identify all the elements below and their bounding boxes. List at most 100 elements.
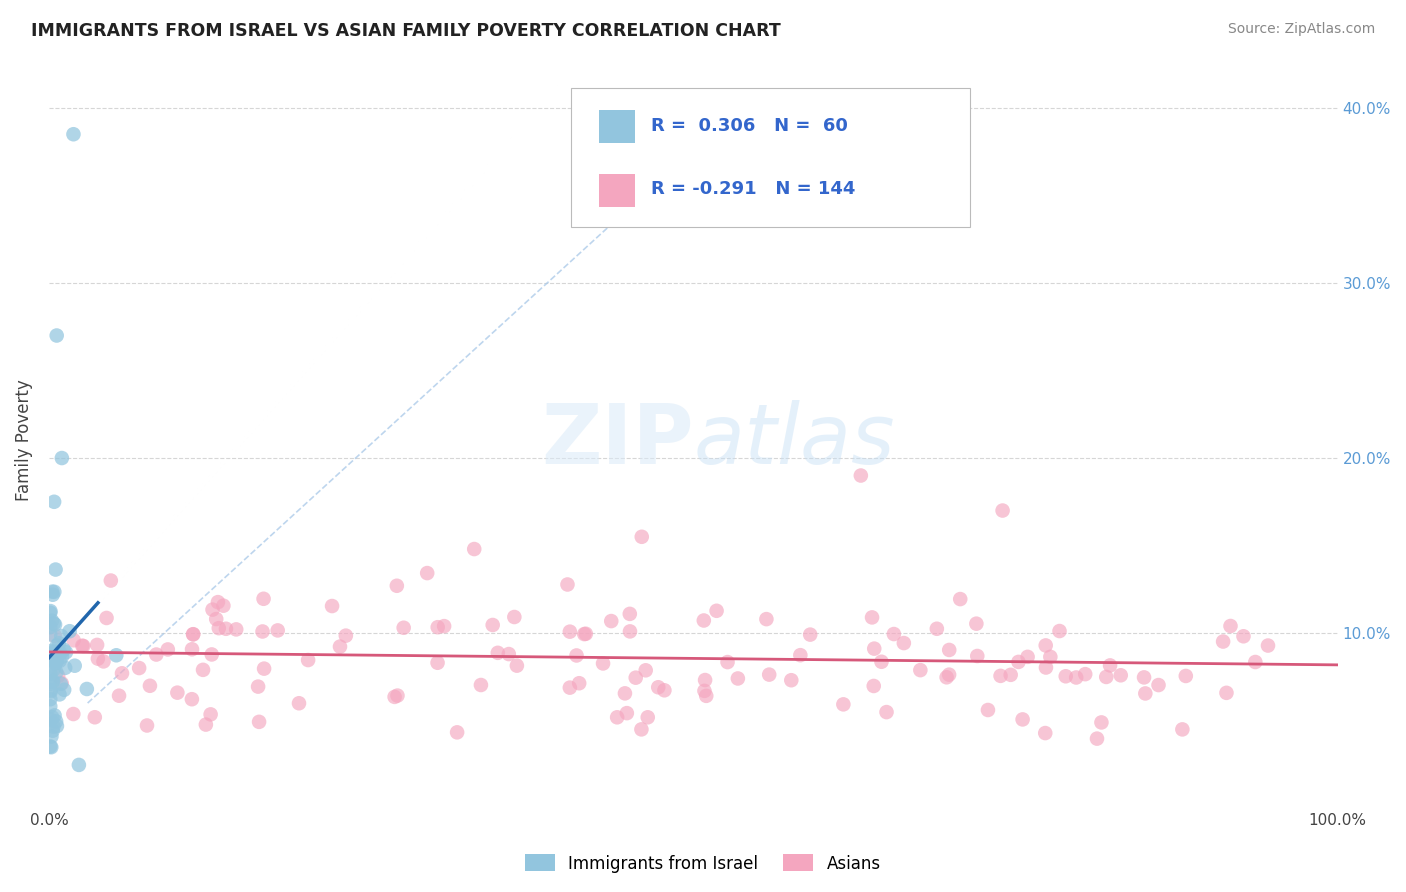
Asians	[181, 627, 204, 641]
Asians	[693, 614, 716, 628]
Asians	[1090, 715, 1112, 730]
Immigrants from Israel	[51, 629, 73, 643]
Asians	[1049, 624, 1071, 638]
Asians	[606, 710, 628, 724]
Asians	[111, 666, 134, 681]
Asians	[207, 595, 229, 609]
Immigrants from Israel	[39, 683, 62, 698]
Asians	[849, 468, 872, 483]
Immigrants from Israel	[55, 645, 77, 659]
Immigrants from Israel	[53, 661, 76, 675]
Asians	[799, 627, 821, 641]
Asians	[288, 696, 311, 710]
Immigrants from Israel	[51, 450, 73, 465]
Text: atlas: atlas	[693, 400, 896, 481]
Asians	[977, 703, 1000, 717]
Asians	[727, 672, 749, 686]
Asians	[693, 684, 716, 698]
Asians	[693, 673, 716, 687]
Immigrants from Israel	[49, 646, 72, 660]
Immigrants from Israel	[45, 638, 67, 652]
FancyBboxPatch shape	[571, 87, 970, 227]
Asians	[832, 698, 855, 712]
Asians	[949, 592, 972, 607]
Asians	[647, 680, 669, 694]
Asians	[252, 591, 274, 606]
Asians	[329, 640, 352, 654]
Asians	[893, 636, 915, 650]
Asians	[506, 658, 529, 673]
Asians	[1147, 678, 1170, 692]
Asians	[780, 673, 803, 688]
Immigrants from Israel	[48, 636, 70, 650]
Text: ZIP: ZIP	[541, 400, 693, 481]
Immigrants from Israel	[45, 563, 67, 577]
Immigrants from Israel	[42, 495, 65, 509]
Immigrants from Israel	[39, 627, 62, 641]
Asians	[446, 725, 468, 739]
Asians	[212, 599, 235, 613]
Asians	[630, 530, 652, 544]
Asians	[321, 599, 343, 613]
Asians	[1099, 658, 1122, 673]
Asians	[1257, 639, 1279, 653]
Asians	[862, 679, 884, 693]
Immigrants from Israel	[39, 606, 62, 620]
Asians	[637, 710, 659, 724]
Immigrants from Israel	[105, 648, 128, 663]
Immigrants from Israel	[62, 127, 84, 141]
Asians	[991, 503, 1014, 517]
Immigrants from Israel	[39, 666, 62, 681]
Y-axis label: Family Poverty: Family Poverty	[15, 380, 32, 501]
Asians	[558, 681, 581, 695]
Asians	[910, 663, 932, 677]
Immigrants from Israel	[44, 653, 66, 667]
Immigrants from Israel	[59, 624, 82, 639]
Immigrants from Israel	[45, 665, 67, 680]
Immigrants from Israel	[51, 649, 73, 664]
Asians	[252, 624, 274, 639]
Asians	[108, 689, 131, 703]
Asians	[925, 622, 948, 636]
Text: R =  0.306   N =  60: R = 0.306 N = 60	[651, 117, 848, 135]
Asians	[205, 612, 228, 626]
Asians	[1064, 671, 1087, 685]
Immigrants from Israel	[39, 644, 62, 658]
Asians	[426, 620, 449, 634]
Asians	[1212, 634, 1234, 648]
Immigrants from Israel	[41, 584, 63, 599]
Legend: Immigrants from Israel, Asians: Immigrants from Israel, Asians	[519, 847, 887, 880]
Immigrants from Israel	[53, 682, 76, 697]
Immigrants from Israel	[39, 740, 62, 755]
Asians	[166, 686, 188, 700]
Asians	[935, 670, 957, 684]
Immigrants from Israel	[39, 713, 62, 727]
Asians	[1033, 726, 1056, 740]
Immigrants from Israel	[39, 604, 62, 618]
Asians	[62, 633, 84, 648]
Asians	[253, 662, 276, 676]
Asians	[481, 618, 503, 632]
Asians	[876, 705, 898, 719]
Asians	[990, 669, 1012, 683]
Asians	[181, 627, 204, 641]
Asians	[619, 624, 641, 639]
Asians	[592, 657, 614, 671]
Asians	[297, 653, 319, 667]
Asians	[870, 655, 893, 669]
Asians	[191, 663, 214, 677]
Asians	[72, 639, 94, 653]
Asians	[44, 629, 66, 643]
Asians	[385, 579, 408, 593]
Asians	[558, 624, 581, 639]
Asians	[1244, 655, 1267, 669]
Asians	[387, 689, 409, 703]
Asians	[938, 643, 960, 657]
Immigrants from Israel	[39, 676, 62, 690]
Asians	[654, 683, 676, 698]
Immigrants from Israel	[48, 654, 70, 668]
Asians	[463, 542, 485, 557]
Asians	[1171, 723, 1194, 737]
Immigrants from Israel	[44, 617, 66, 632]
Asians	[695, 689, 717, 703]
